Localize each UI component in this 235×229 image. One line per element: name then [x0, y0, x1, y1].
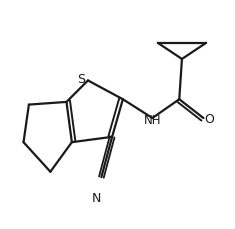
Text: NH: NH: [144, 113, 161, 126]
Text: N: N: [91, 191, 101, 204]
Text: O: O: [204, 112, 214, 125]
Text: S: S: [77, 72, 85, 85]
